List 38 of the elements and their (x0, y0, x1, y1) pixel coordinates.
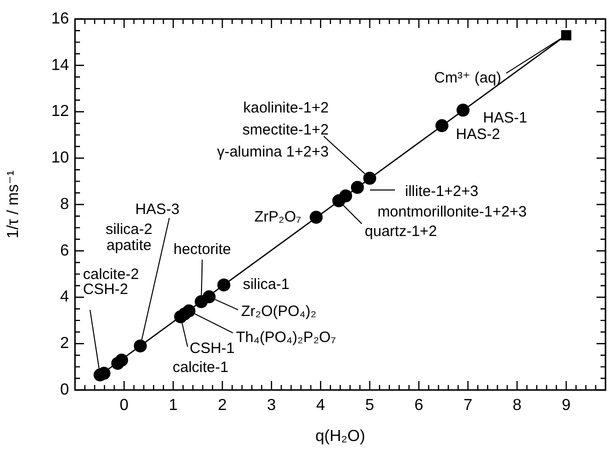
annotation: calcite-1 (172, 358, 228, 376)
annotation: kaolinite-1+2 smectite-1+2 γ-alumina 1+2+3 (216, 99, 329, 160)
y-tick-label: 0 (60, 381, 70, 398)
x-tick-label: 4 (316, 397, 326, 414)
annotation: illite-1+2+3 (405, 183, 478, 200)
annotation: CSH-1 (190, 340, 235, 357)
annotation: quartz-1+2 (364, 222, 437, 240)
y-tick-label: 2 (60, 335, 70, 352)
annotation: Zr₂O(PO₄)₂ (241, 302, 317, 320)
y-tick-label: 10 (51, 150, 70, 167)
annotation: Th₄(PO₄)₂P₂O₇ (236, 329, 336, 346)
x-axis-title: q(H₂O) (315, 428, 366, 445)
annotation: silica-2 apatite (106, 221, 152, 254)
annotation: Cm³⁺ (aq) (434, 69, 502, 86)
y-tick-label: 8 (60, 196, 70, 213)
annotation: montmorillonite-1+2+3 (377, 203, 527, 220)
annotation: calcite-2 CSH-2 (83, 266, 139, 298)
annotation: ZrP₂O₇ (254, 208, 302, 226)
x-tick-label: 1 (168, 397, 178, 414)
y-tick-label: 14 (51, 56, 70, 74)
annotation: HAS-1 (483, 109, 528, 126)
y-tick-label: 12 (51, 103, 70, 120)
x-tick-label: 7 (464, 397, 473, 414)
annotation: silica-1 (242, 276, 290, 294)
x-tick-label: 8 (512, 397, 522, 414)
x-tick-label: 5 (365, 397, 374, 414)
x-tick-label: 0 (120, 397, 129, 414)
y-tick-label: 16 (51, 10, 70, 28)
y-axis-title: 1/τ / ms⁻¹ (5, 170, 22, 239)
x-tick-label: 6 (414, 397, 424, 414)
annotation: hectorite (173, 240, 232, 258)
x-tick-label: 9 (562, 397, 571, 414)
y-tick-label: 4 (60, 288, 70, 306)
annotation: HAS-3 (135, 201, 180, 218)
annotation: HAS-2 (456, 126, 500, 143)
x-tick-label: 3 (267, 397, 276, 414)
y-tick-label: 6 (60, 242, 70, 260)
x-tick-label: 2 (218, 397, 227, 414)
